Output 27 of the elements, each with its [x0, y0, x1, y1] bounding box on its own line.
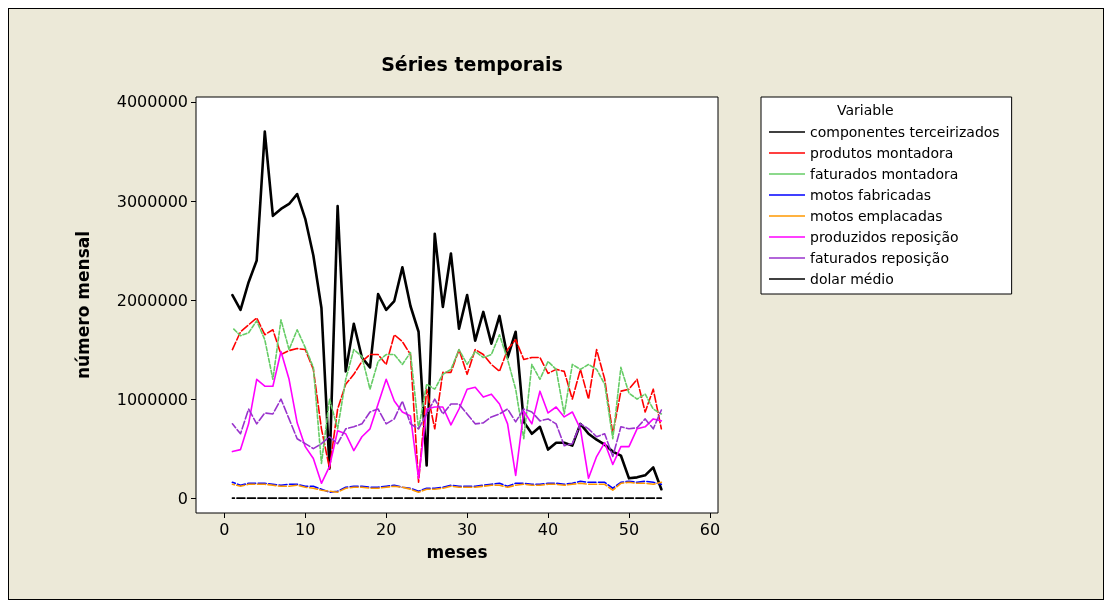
chart-title: Séries temporais [381, 52, 563, 75]
y-axis-title: número mensal [72, 230, 93, 380]
x-tick-label: 10 [295, 519, 316, 539]
x-axis-title: meses [426, 541, 488, 562]
line-series [231, 398, 663, 458]
y-tick-label: 1000000 [116, 389, 188, 409]
legend-label: motos emplacadas [810, 208, 943, 224]
y-tick-label: 4000000 [116, 92, 188, 112]
x-tick-label: 60 [699, 519, 721, 539]
line-series [231, 130, 663, 491]
y-tick-label: 0 [177, 488, 188, 508]
x-tick-label: 0 [219, 519, 230, 539]
y-tick-label: 2000000 [116, 290, 188, 310]
y-tick-label: 3000000 [116, 191, 188, 211]
x-tick-label: 40 [537, 519, 559, 539]
legend-label: dolar médio [810, 271, 894, 287]
legend-label: faturados reposição [810, 250, 949, 266]
legend-label: motos fabricadas [810, 187, 932, 203]
legend-title: Variable [837, 102, 894, 118]
x-tick-label: 50 [618, 519, 640, 539]
x-tick-label: 20 [376, 519, 397, 539]
legend-label: produtos montadora [810, 145, 954, 161]
legend-label: componentes terceirizados [810, 124, 1000, 140]
x-tick-label: 30 [456, 519, 478, 539]
line-series [231, 350, 663, 485]
legend-label: faturados montadora [810, 166, 959, 182]
legend-label: produzidos reposição [810, 229, 959, 245]
